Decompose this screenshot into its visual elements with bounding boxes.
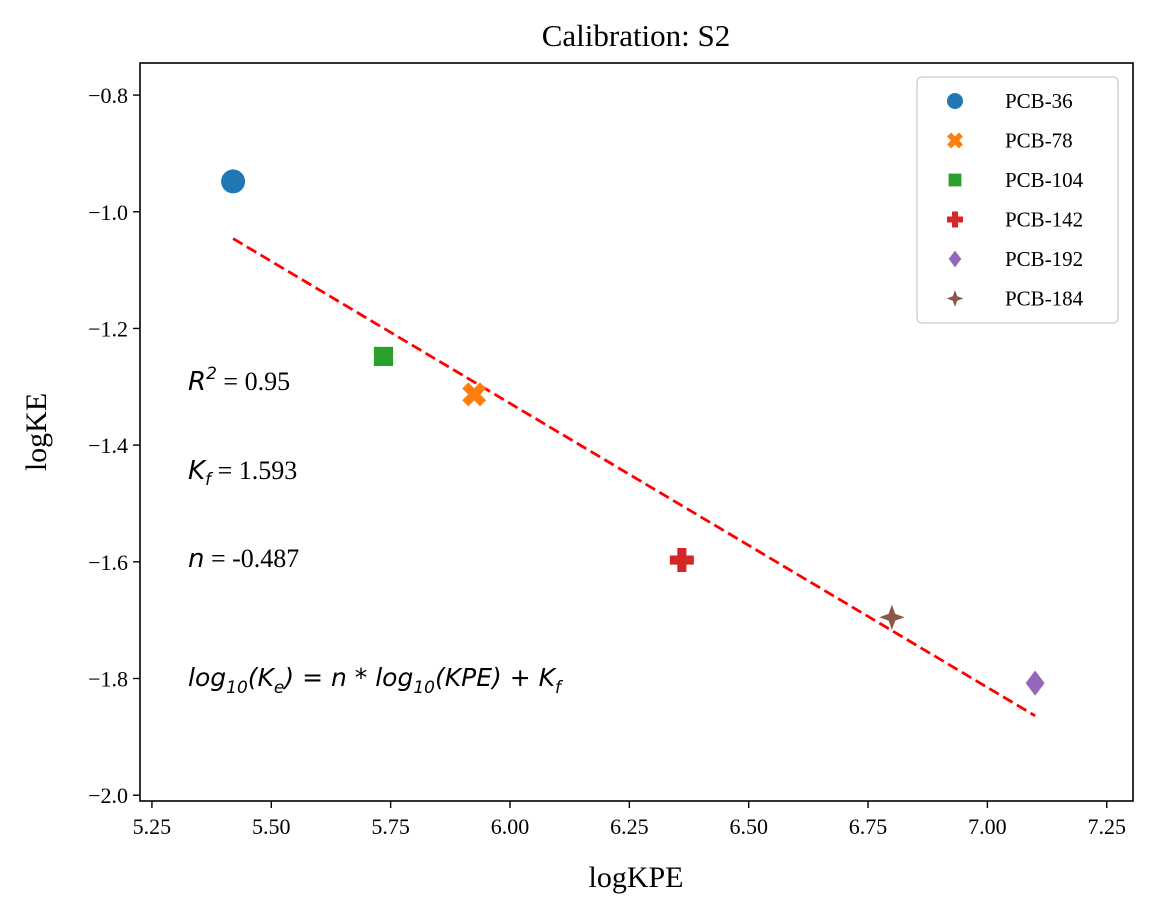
- y-tick-label: −1.4: [88, 433, 128, 458]
- legend-marker-pcb-104: [948, 173, 962, 187]
- chart-title: Calibration: S2: [542, 18, 731, 53]
- x-tick-label: 5.50: [252, 814, 291, 839]
- legend-label: PCB-184: [1005, 287, 1084, 311]
- legend-label: PCB-192: [1005, 247, 1083, 271]
- y-tick-label: −0.8: [88, 83, 128, 108]
- legend-label: PCB-104: [1005, 168, 1084, 192]
- x-tick-label: 7.25: [1087, 814, 1126, 839]
- legend-marker-pcb-192: [948, 250, 962, 268]
- x-tick-label: 6.75: [849, 814, 888, 839]
- legend-marker-pcb-36: [947, 93, 963, 109]
- x-axis-label: logKPE: [588, 861, 683, 894]
- y-tick-label: −1.0: [88, 200, 128, 225]
- y-axis-label: logKE: [20, 393, 53, 471]
- x-tick-label: 6.00: [491, 814, 530, 839]
- legend-marker-pcb-142: [947, 211, 963, 228]
- legend-marker-pcb-184: [946, 290, 964, 307]
- fit-line-group: [232, 237, 1036, 718]
- legend-box: [916, 76, 1119, 324]
- data-point-pcb-78: [462, 382, 487, 407]
- data-point-pcb-36: [221, 169, 246, 194]
- x-tick-label: 5.75: [371, 814, 410, 839]
- y-tick-label: −1.6: [88, 550, 128, 575]
- x-axis-ticks: 5.25 5.50 5.75 6.00 6.25 6.50 6.75 7.00 7.25: [133, 801, 1126, 839]
- fit-line: [232, 237, 1036, 718]
- plot-area: [139, 62, 1134, 802]
- data-point-pcb-142: [669, 548, 694, 573]
- data-point-pcb-192: [1025, 670, 1045, 696]
- x-tick-label: 6.50: [729, 814, 768, 839]
- legend: PCB-36 PCB-78 PCB-104 PCB-142 PCB-192 PCB-184: [916, 76, 1119, 324]
- legend-label: PCB-78: [1005, 129, 1073, 153]
- y-tick-label: −2.0: [88, 783, 128, 808]
- data-points: [221, 169, 1045, 696]
- r-squared-annotation: R2 = 0.95: [188, 364, 290, 397]
- x-tick-label: 6.25: [610, 814, 649, 839]
- r-squared-value: = 0.95: [217, 367, 290, 396]
- kf-value: = 1.593: [211, 456, 297, 485]
- n-value: = -0.487: [204, 544, 299, 573]
- legend-label: PCB-36: [1005, 89, 1073, 113]
- equation-annotation: log10(Ke) = n * log10(KPE) + Kf: [188, 663, 564, 698]
- data-point-pcb-104: [373, 346, 394, 367]
- n-annotation: n = -0.487: [188, 544, 299, 574]
- y-tick-label: −1.2: [88, 316, 128, 341]
- x-tick-label: 7.00: [968, 814, 1007, 839]
- legend-marker-pcb-78: [947, 132, 963, 149]
- y-axis-ticks: −0.8 −1.0 −1.2 −1.4 −1.6 −1.8 −2.0: [88, 83, 140, 808]
- kf-annotation: Kf = 1.593: [188, 456, 297, 490]
- legend-label: PCB-142: [1005, 208, 1083, 232]
- y-tick-label: −1.8: [88, 666, 128, 691]
- data-point-pcb-184: [879, 604, 905, 630]
- x-tick-label: 5.25: [133, 814, 172, 839]
